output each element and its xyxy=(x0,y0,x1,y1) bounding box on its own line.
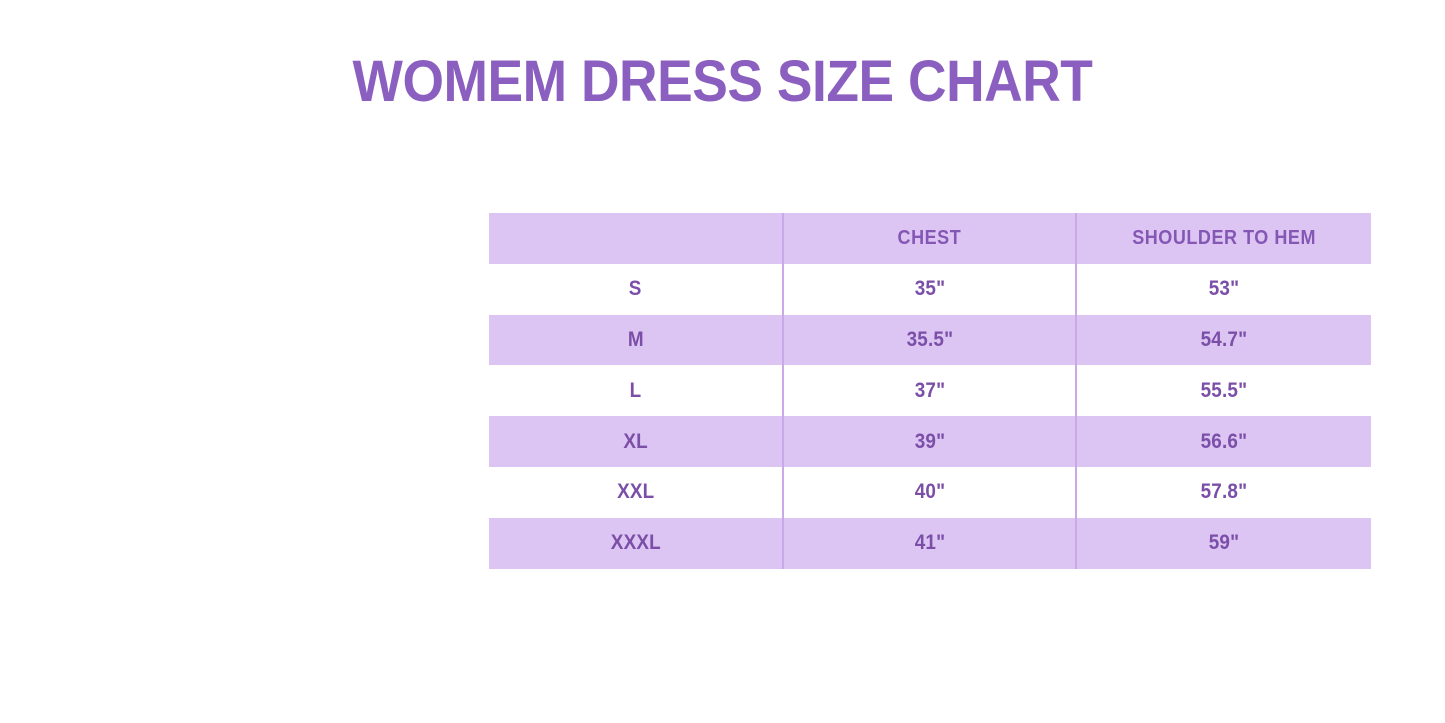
cell-shoulder-to-hem: 59" xyxy=(1075,517,1371,569)
cell-size: M xyxy=(489,314,783,366)
table-row: XXXL 41" 59" xyxy=(489,517,1371,569)
cell-shoulder-to-hem: 53" xyxy=(1075,263,1371,315)
page-title: WOMEM DRESS SIZE CHART xyxy=(352,49,1093,114)
column-header-chest: CHEST xyxy=(782,213,1076,264)
column-header-shoulder-to-hem-label: SHOULDER TO HEM xyxy=(1132,226,1316,249)
table-row: L 37" 55.5" xyxy=(489,365,1371,417)
chest-value: 41" xyxy=(914,531,945,555)
size-chart-table: CHEST SHOULDER TO HEM S 35" 53" xyxy=(489,213,1371,569)
cell-size: XXXL xyxy=(489,517,783,569)
size-label: XXXL xyxy=(610,531,661,555)
size-label: M xyxy=(627,327,644,351)
cell-chest: 35.5" xyxy=(782,314,1076,366)
column-header-shoulder-to-hem: SHOULDER TO HEM xyxy=(1075,213,1371,264)
size-label: XXL xyxy=(616,480,655,504)
size-label: S xyxy=(629,277,642,301)
cell-shoulder-to-hem: 55.5" xyxy=(1075,365,1371,417)
cell-chest: 40" xyxy=(782,466,1076,518)
cell-chest: 41" xyxy=(782,517,1076,569)
cell-chest: 39" xyxy=(782,416,1076,467)
table-row: S 35" 53" xyxy=(489,263,1371,315)
cell-shoulder-to-hem: 56.6" xyxy=(1075,416,1371,467)
column-header-chest-label: CHEST xyxy=(897,226,962,249)
table-row: XL 39" 56.6" xyxy=(489,416,1371,467)
cell-chest: 35" xyxy=(782,263,1076,315)
table-header-row: CHEST SHOULDER TO HEM xyxy=(489,213,1371,264)
chest-value: 35.5" xyxy=(906,327,953,351)
cell-size: XL xyxy=(489,416,783,467)
shoulder-to-hem-value: 57.8" xyxy=(1200,480,1248,504)
cell-size: S xyxy=(489,263,783,315)
cell-chest: 37" xyxy=(782,365,1076,417)
size-label: L xyxy=(629,378,642,402)
chest-value: 35" xyxy=(914,277,945,301)
shoulder-to-hem-value: 59" xyxy=(1208,531,1240,555)
size-label: XL xyxy=(623,429,648,453)
cell-size: XXL xyxy=(489,466,783,518)
cell-size: L xyxy=(489,365,783,417)
shoulder-to-hem-value: 54.7" xyxy=(1200,327,1248,351)
column-header-size xyxy=(489,213,783,264)
shoulder-to-hem-value: 56.6" xyxy=(1200,429,1248,453)
chest-value: 37" xyxy=(914,378,945,402)
table-row: M 35.5" 54.7" xyxy=(489,314,1371,366)
cell-shoulder-to-hem: 57.8" xyxy=(1075,466,1371,518)
table-row: XXL 40" 57.8" xyxy=(489,466,1371,518)
chest-value: 39" xyxy=(914,429,945,453)
cell-shoulder-to-hem: 54.7" xyxy=(1075,314,1371,366)
shoulder-to-hem-value: 55.5" xyxy=(1200,378,1248,402)
chest-value: 40" xyxy=(914,480,945,504)
shoulder-to-hem-value: 53" xyxy=(1208,277,1240,301)
